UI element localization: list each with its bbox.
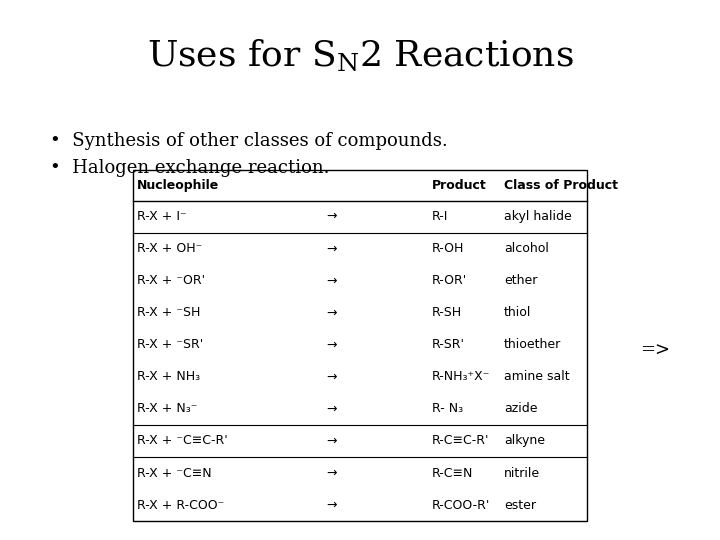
Text: →: →: [326, 274, 336, 287]
Text: R-COO-R': R-COO-R': [432, 498, 490, 511]
Text: R-X + ⁻C≡C-R': R-X + ⁻C≡C-R': [137, 435, 228, 448]
Text: Product: Product: [432, 179, 487, 192]
Text: R-OH: R-OH: [432, 242, 464, 255]
Text: →: →: [326, 306, 336, 319]
Text: Nucleophile: Nucleophile: [137, 179, 219, 192]
Text: →: →: [326, 498, 336, 511]
Text: →: →: [326, 402, 336, 415]
Bar: [133, 170, 587, 521]
Text: R-X + ⁻C≡N: R-X + ⁻C≡N: [137, 467, 212, 480]
Text: R-X + ⁻SH: R-X + ⁻SH: [137, 306, 200, 319]
Text: →: →: [326, 435, 336, 448]
Text: R-X + NH₃: R-X + NH₃: [137, 370, 200, 383]
Text: →: →: [326, 339, 336, 352]
Text: R-NH₃⁺X⁻: R-NH₃⁺X⁻: [432, 370, 490, 383]
Text: →: →: [326, 370, 336, 383]
Text: R-X + I⁻: R-X + I⁻: [137, 210, 186, 223]
Text: R-X + N₃⁻: R-X + N₃⁻: [137, 402, 197, 415]
Text: azide: azide: [504, 402, 538, 415]
Text: amine salt: amine salt: [504, 370, 570, 383]
Text: R-X + OH⁻: R-X + OH⁻: [137, 242, 202, 255]
Text: →: →: [326, 242, 336, 255]
Text: ester: ester: [504, 498, 536, 511]
Text: •  Synthesis of other classes of compounds.: • Synthesis of other classes of compound…: [50, 132, 448, 150]
Text: alkyne: alkyne: [504, 435, 545, 448]
Text: R-I: R-I: [432, 210, 449, 223]
Text: Class of Product: Class of Product: [504, 179, 618, 192]
Text: =>: =>: [640, 342, 670, 360]
Text: thioether: thioether: [504, 339, 562, 352]
Text: R-C≡C-R': R-C≡C-R': [432, 435, 490, 448]
Text: alcohol: alcohol: [504, 242, 549, 255]
Text: R- N₃: R- N₃: [432, 402, 463, 415]
Text: Uses for $\mathregular{S_N}$2 Reactions: Uses for $\mathregular{S_N}$2 Reactions: [147, 38, 573, 73]
Text: R-X + ⁻OR': R-X + ⁻OR': [137, 274, 205, 287]
Text: R-X + ⁻SR': R-X + ⁻SR': [137, 339, 203, 352]
Text: →: →: [326, 210, 336, 223]
Text: •  Halogen exchange reaction.: • Halogen exchange reaction.: [50, 159, 330, 177]
Text: R-SR': R-SR': [432, 339, 465, 352]
Text: →: →: [326, 467, 336, 480]
Text: akyl halide: akyl halide: [504, 210, 572, 223]
Text: R-OR': R-OR': [432, 274, 467, 287]
Text: R-SH: R-SH: [432, 306, 462, 319]
Text: nitrile: nitrile: [504, 467, 540, 480]
Text: thiol: thiol: [504, 306, 531, 319]
Text: R-X + R-COO⁻: R-X + R-COO⁻: [137, 498, 224, 511]
Text: R-C≡N: R-C≡N: [432, 467, 473, 480]
Text: ether: ether: [504, 274, 537, 287]
